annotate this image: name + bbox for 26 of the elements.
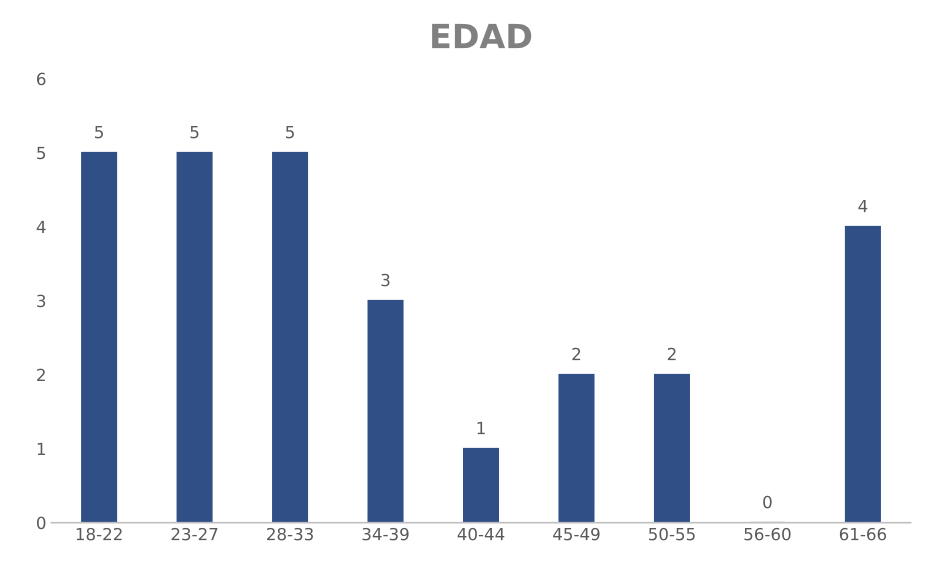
x-tick-label: 56-60: [744, 528, 791, 540]
data-label: 5: [95, 126, 103, 138]
x-tick-label: 61-66: [840, 528, 886, 540]
y-tick-label: 1: [38, 442, 45, 455]
data-label: 0: [763, 496, 772, 508]
y-tick-label: 4: [36, 220, 46, 234]
x-tick-label: 23-27: [172, 528, 218, 540]
chart-title: EDAD: [432, 24, 532, 48]
x-tick-label: 34-39: [362, 528, 409, 540]
y-tick-label: 2: [37, 368, 45, 381]
y-tick-label: 6: [37, 72, 46, 86]
x-tick-label: 18-22: [76, 528, 122, 540]
x-tick-label: 40-44: [458, 528, 504, 540]
data-label: 1: [478, 422, 485, 434]
x-tick-label: 28-33: [267, 528, 313, 540]
data-label: 2: [668, 348, 676, 360]
y-tick-label: 3: [37, 294, 46, 308]
x-tick-label: 50-55: [649, 528, 695, 540]
x-tick-label: 45-49: [553, 528, 600, 540]
y-tick-label: 5: [37, 146, 46, 160]
data-label: 5: [190, 126, 198, 138]
data-label: 5: [286, 126, 294, 138]
y-tick-label: 0: [37, 516, 46, 530]
data-label: 4: [858, 200, 868, 212]
data-label: 3: [382, 274, 390, 286]
data-label: 2: [572, 348, 580, 360]
